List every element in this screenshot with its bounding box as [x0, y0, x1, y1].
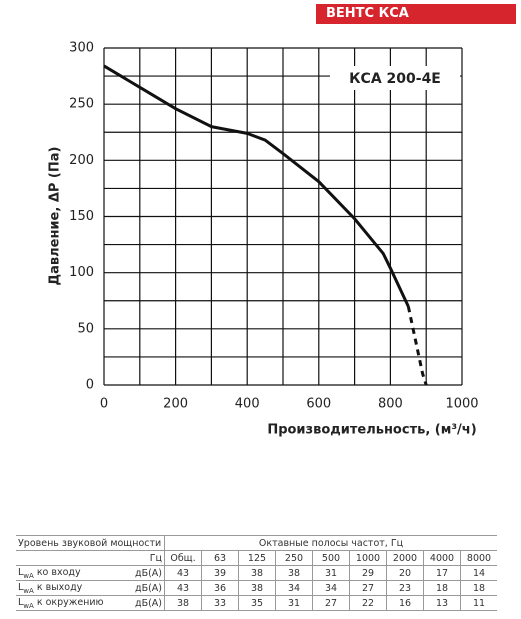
cell-value: 16: [386, 595, 424, 611]
column-header: 8000: [460, 550, 497, 566]
table-row: LwA ко входу дБ(А) 43 39 38 38 31 29 20 17 14: [16, 565, 497, 581]
x-axis-label: Производительность, (м³/ч): [267, 423, 476, 438]
column-header: 63: [201, 550, 239, 566]
y-tick-label: 150: [69, 209, 94, 224]
table-title: Уровень звуковой мощности: [16, 535, 165, 551]
cell-value: 36: [201, 580, 239, 596]
cell-value: 38: [164, 595, 202, 611]
cell-value: 17: [423, 565, 461, 581]
row-label-sub: wA: [23, 601, 34, 610]
column-header: 4000: [423, 550, 461, 566]
row-label-symbol: L: [18, 581, 24, 593]
x-tick-label: 800: [378, 397, 403, 412]
y-tick-label: 100: [69, 265, 94, 280]
column-header: 250: [275, 550, 313, 566]
row-unit: дБ(А): [120, 580, 165, 596]
cell-value: 31: [275, 595, 313, 611]
y-tick-label: 0: [86, 378, 94, 393]
row-label-sub: wA: [23, 571, 34, 580]
x-tick-label: 600: [306, 397, 331, 412]
row-unit: дБ(А): [120, 595, 165, 611]
cell-value: 22: [349, 595, 387, 611]
curve: [406, 306, 428, 386]
column-header: 1000: [349, 550, 387, 566]
cell-value: 38: [275, 565, 313, 581]
y-tick-label: 250: [69, 97, 94, 112]
cell-value: 34: [275, 580, 313, 596]
y-axis-label: Давление, ΔP (Па): [48, 147, 63, 286]
x-tick-label: 1000: [445, 397, 478, 412]
cell-value: 14: [460, 565, 497, 581]
table-row: Уровень звуковой мощности Октавные полосы…: [16, 535, 497, 551]
cell-value: 18: [423, 580, 461, 596]
row-label: LwA ко входу: [16, 565, 120, 581]
x-tick-label: 400: [235, 397, 260, 412]
unit-header: Гц: [120, 550, 165, 566]
curve: [103, 64, 410, 308]
annotation-box: [330, 66, 460, 90]
row-label-name: к выходу: [36, 581, 83, 593]
column-header: 500: [312, 550, 350, 566]
brand-banner: ВЕНТС КСА: [316, 4, 516, 24]
column-header: Общ.: [164, 550, 202, 566]
cell-value: 27: [349, 580, 387, 596]
row-label: LwA к выходу: [16, 580, 120, 596]
y-tick-label: 200: [69, 153, 94, 168]
table-row: Гц Общ. 63 125 250 500 1000 2000 4000 8000: [16, 550, 497, 566]
annotation: КСА 200-4Е: [349, 71, 441, 87]
cell-value: 38: [238, 580, 276, 596]
x-tick-label: 200: [163, 397, 188, 412]
row-label-symbol: L: [18, 566, 24, 578]
cell-value: 27: [312, 595, 350, 611]
cell-value: 43: [164, 565, 202, 581]
y-tick-label: 50: [77, 321, 94, 336]
bands-title: Октавные полосы частот, Гц: [164, 535, 497, 551]
cell-value: 18: [460, 580, 497, 596]
chart: Давление, ΔP (Па) Производительность, (м…: [48, 41, 479, 438]
cell-value: 23: [386, 580, 424, 596]
sound-table: Уровень звуковой мощности Октавные полосы…: [16, 535, 497, 611]
cell-value: 13: [423, 595, 461, 611]
cell-value: 20: [386, 565, 424, 581]
row-unit: дБ(А): [120, 565, 165, 581]
cell-value: 34: [312, 580, 350, 596]
row-label-name: ко входу: [36, 566, 81, 578]
x-tick-label: 0: [100, 397, 108, 412]
row-label-symbol: L: [18, 596, 24, 608]
table-row: LwA к окружению дБ(А) 38 33 35 31 27 22 16 13 11: [16, 595, 497, 611]
cell-value: 43: [164, 580, 202, 596]
cell-value: 31: [312, 565, 350, 581]
cell-value: 29: [349, 565, 387, 581]
cell-value: 33: [201, 595, 239, 611]
cell-value: 11: [460, 595, 497, 611]
row-label-sub: wA: [23, 586, 34, 595]
table-row: LwA к выходу дБ(А) 43 36 38 34 34 27 23 18 18: [16, 580, 497, 596]
cell-value: 35: [238, 595, 276, 611]
y-tick-label: 300: [69, 41, 94, 56]
cell-value: 39: [201, 565, 239, 581]
blank: [16, 550, 120, 566]
column-header: 2000: [386, 550, 424, 566]
row-label-name: к окружению: [36, 596, 104, 608]
cell-value: 38: [238, 565, 276, 581]
column-header: 125: [238, 550, 276, 566]
row-label: LwA к окружению: [16, 595, 120, 611]
